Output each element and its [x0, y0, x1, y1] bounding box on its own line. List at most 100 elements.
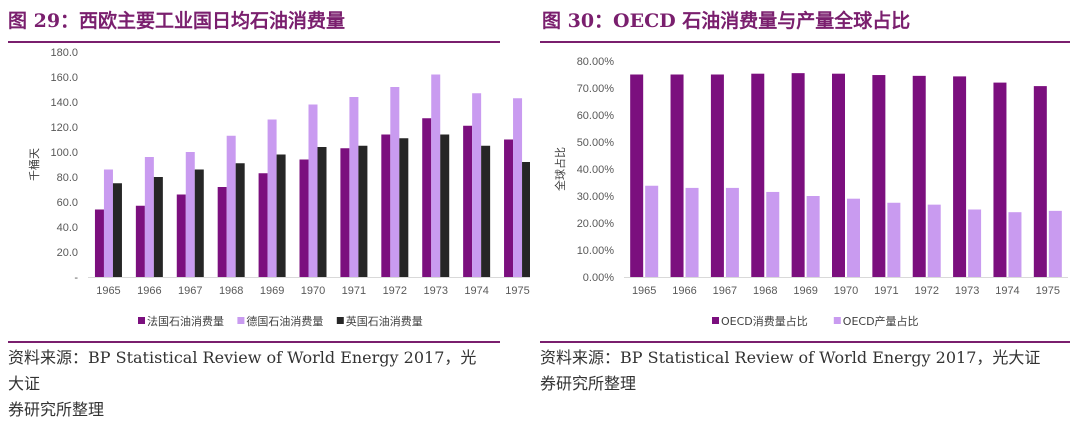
x-tick-label: 1971: [874, 285, 898, 297]
x-tick-label: 1969: [793, 285, 817, 297]
bar: [317, 147, 327, 277]
y-tick-label: 160.0: [50, 72, 78, 84]
bar: [422, 118, 432, 277]
bar: [481, 145, 491, 277]
x-tick-label: 1970: [834, 285, 858, 297]
bar: [993, 82, 1007, 277]
y-tick-label: -: [74, 272, 78, 284]
bar: [504, 139, 514, 277]
bar: [887, 202, 901, 277]
y-tick-label: 140.0: [50, 97, 78, 109]
bar: [153, 177, 163, 277]
bar: [299, 159, 309, 277]
bar: [440, 134, 450, 277]
bar: [766, 191, 780, 277]
bar: [176, 194, 186, 277]
x-tick-label: 1973: [423, 285, 447, 297]
source-note: 资料来源：BP Statistical Review of World Ener…: [8, 345, 488, 423]
y-tick-label: 10.00%: [577, 245, 615, 257]
bar: [267, 119, 277, 277]
figure-30-title: 图 30：OECD 石油消费量与产量全球占比: [542, 10, 911, 32]
x-tick-label: 1974: [995, 285, 1019, 297]
y-axis-title: 全球占比: [553, 147, 567, 191]
x-tick-label: 1965: [632, 285, 656, 297]
source-line-1: 资料来源：BP Statistical Review of World Ener…: [8, 348, 477, 393]
x-tick-label: 1975: [505, 285, 529, 297]
x-tick-label: 1967: [178, 285, 202, 297]
bar: [358, 145, 368, 277]
y-tick-label: 80.00%: [577, 56, 615, 68]
bar: [670, 74, 684, 277]
bar: [751, 73, 765, 277]
x-tick-label: 1973: [955, 285, 979, 297]
y-tick-label: 20.0: [57, 247, 78, 259]
bar: [832, 73, 845, 277]
y-tick-label: 50.00%: [577, 137, 615, 149]
bar: [872, 75, 886, 277]
y-tick-label: 30.00%: [577, 191, 615, 203]
bar: [185, 152, 195, 277]
bar: [399, 138, 409, 277]
y-tick-label: 60.00%: [577, 110, 615, 122]
x-tick-label: 1968: [219, 285, 243, 297]
x-tick-label: 1972: [914, 285, 938, 297]
bar: [235, 163, 245, 277]
bar: [806, 196, 820, 277]
bar: [847, 198, 860, 277]
legend-swatch: [336, 317, 344, 324]
legend-label: 德国石油消费量: [246, 314, 323, 328]
x-tick-label: 1965: [96, 285, 120, 297]
bar: [645, 185, 659, 277]
y-tick-label: 20.00%: [577, 218, 615, 230]
y-tick-label: 100.0: [50, 147, 78, 159]
bar: [258, 173, 268, 277]
y-tick-label: 40.00%: [577, 164, 615, 176]
legend-label: OECD产量占比: [843, 314, 919, 328]
source-line-2: 券研究所整理: [540, 374, 637, 393]
x-tick-label: 1966: [672, 285, 696, 297]
bar: [431, 74, 441, 277]
legend-swatch: [138, 317, 145, 324]
y-tick-label: 40.0: [57, 222, 78, 234]
bar: [144, 157, 154, 277]
legend-swatch: [833, 317, 841, 324]
left-figure-panel: 图 29：西欧主要工业国日均石油消费量 千桶天 - 20.0 40.0 60.0 80.0…: [0, 0, 530, 419]
bar: [112, 183, 122, 277]
bar: [968, 209, 982, 277]
bar: [912, 75, 926, 277]
bar: [340, 148, 350, 277]
bar: [1033, 86, 1047, 277]
bar: [927, 204, 941, 277]
right-figure-panel: 图 30：OECD 石油消费量与产量全球占比 全球占比 0.00% 10.00% 20…: [540, 0, 1080, 407]
bar: [276, 154, 286, 277]
bar: [226, 135, 236, 277]
legend-label: 法国石油消费量: [147, 314, 224, 328]
bar: [513, 98, 523, 277]
bar: [953, 76, 967, 277]
bar: [349, 97, 359, 277]
title-rule: [8, 41, 500, 43]
y-tick-label: 120.0: [50, 122, 78, 134]
y-axis-title: 千桶天: [27, 148, 41, 181]
y-tick-label: 80.0: [57, 172, 78, 184]
bar: [472, 93, 482, 277]
x-tick-label: 1968: [753, 285, 777, 297]
source-line-1: 资料来源：BP Statistical Review of World Ener…: [540, 348, 1041, 367]
legend-swatch: [237, 317, 245, 324]
oil-consumption-chart: 千桶天 - 20.0 40.0 60.0 80.0 100.0 120.0 140.0 160.0…: [27, 47, 530, 328]
bar: [381, 134, 391, 277]
bar: [194, 169, 204, 277]
oecd-share-chart: 全球占比 0.00% 10.00% 20.00% 30.00% 40.00% 50.00% 6…: [553, 56, 1068, 328]
x-tick-label: 1975: [1036, 285, 1060, 297]
bar: [685, 187, 699, 277]
y-tick-label: 180.0: [50, 47, 78, 59]
y-tick-label: 60.0: [57, 197, 78, 209]
source-note: 资料来源：BP Statistical Review of World Ener…: [540, 345, 1060, 397]
x-tick-label: 1966: [137, 285, 161, 297]
title-rule: [540, 41, 1070, 43]
y-tick-label: 70.00%: [577, 83, 615, 95]
legend-swatch: [712, 317, 719, 324]
bar: [522, 162, 530, 277]
bar: [710, 74, 724, 277]
bar: [390, 87, 400, 277]
